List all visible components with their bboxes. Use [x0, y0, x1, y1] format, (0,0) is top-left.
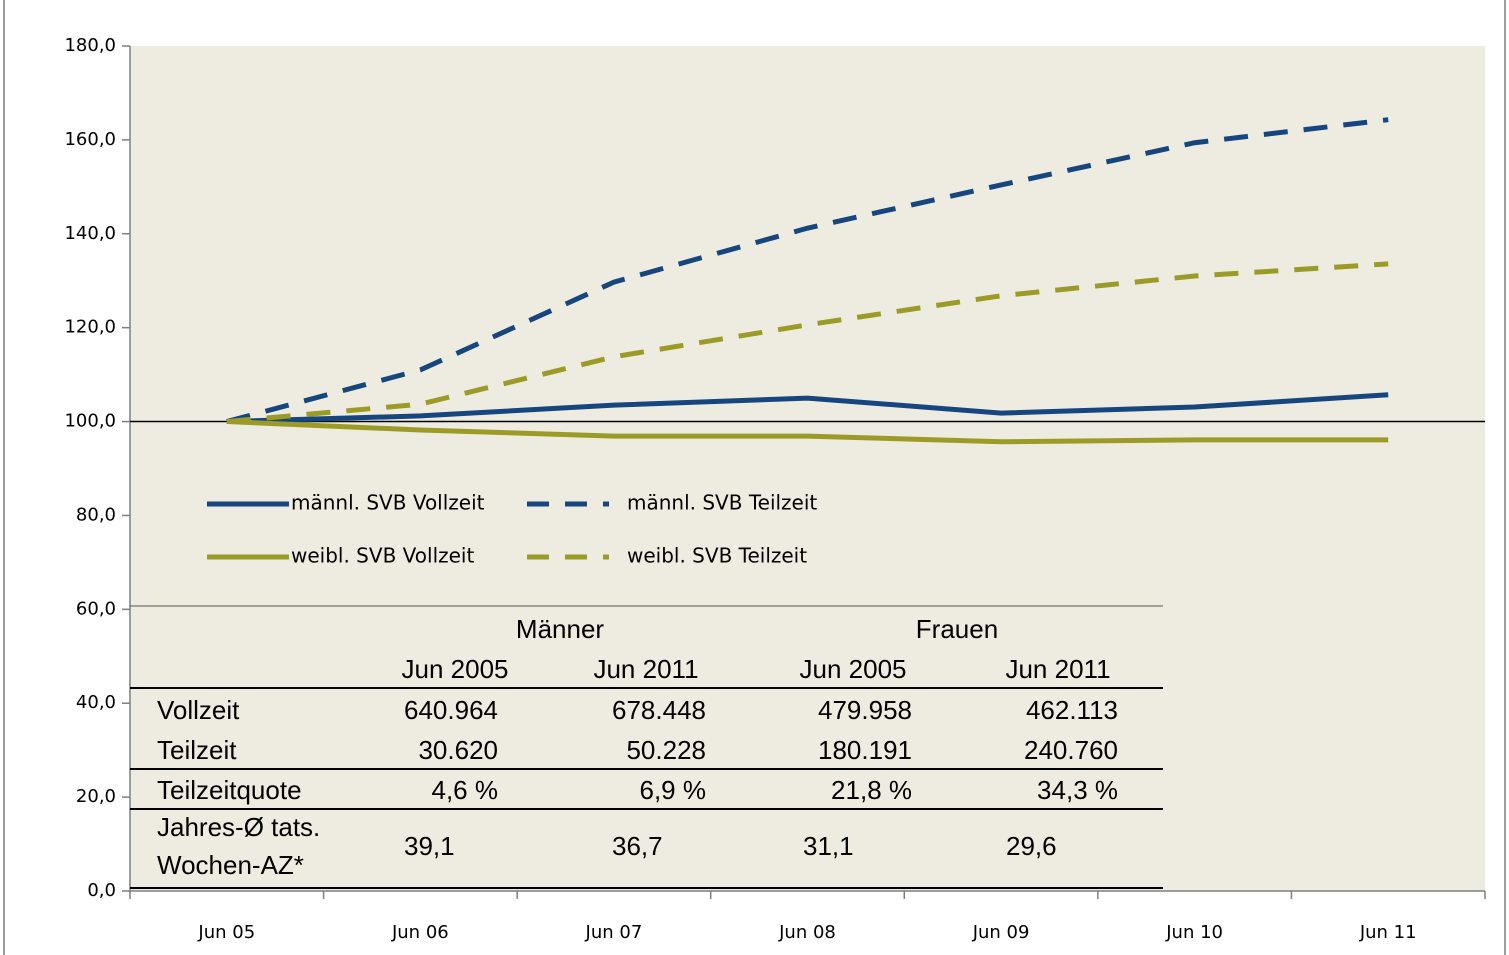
y-tick-label: 180,0 — [64, 35, 116, 56]
y-tick-label: 60,0 — [76, 598, 116, 619]
legend-label: weibl. SVB Vollzeit — [291, 544, 474, 568]
table-row-label: Jahres-Ø tats. — [157, 812, 320, 842]
table-cell: 21,8 % — [831, 775, 912, 805]
table-cell: 31,1 — [803, 831, 854, 861]
table-cell: 462.113 — [1026, 695, 1118, 725]
table-cell: 479.958 — [818, 695, 912, 725]
table-cell: 39,1 — [404, 831, 455, 861]
table-column: Jun 2005 — [800, 654, 907, 684]
table-row-label: Teilzeit — [157, 735, 237, 765]
table-column: Jun 2005 — [402, 654, 509, 684]
series-line — [226, 392, 1389, 425]
y-tick-label: 100,0 — [64, 411, 116, 432]
y-tick-label: 120,0 — [64, 317, 116, 338]
y-tick-label: 80,0 — [76, 504, 116, 525]
table-row-label: Teilzeitquote — [157, 775, 302, 805]
table-cell: 4,6 % — [432, 775, 499, 805]
table-group: Frauen — [916, 614, 998, 644]
series-line — [226, 117, 1389, 424]
table-cell: 50.228 — [626, 735, 706, 765]
y-tick-label: 40,0 — [76, 692, 116, 713]
table-cell: 640.964 — [404, 695, 498, 725]
series-line — [226, 419, 1389, 445]
table-cell: 6,9 % — [640, 775, 707, 805]
table-column: Jun 2011 — [1005, 654, 1110, 684]
legend-label: männl. SVB Teilzeit — [627, 491, 817, 515]
y-tick-label: 0,0 — [87, 880, 116, 901]
table-column: Jun 2011 — [593, 654, 698, 684]
x-tick-label: Jun 09 — [972, 922, 1030, 943]
y-tick-label: 160,0 — [64, 129, 116, 150]
plot-area — [130, 46, 1485, 891]
x-tick-label: Jun 07 — [585, 922, 643, 943]
table-row-label: Vollzeit — [157, 695, 240, 725]
table-cell: 30.620 — [418, 735, 498, 765]
x-tick-label: Jun 08 — [778, 922, 836, 943]
table-cell: 240.760 — [1024, 735, 1118, 765]
x-tick-label: Jun 06 — [391, 922, 449, 943]
table-cell: 29,6 — [1006, 831, 1057, 861]
x-tick-label: Jun 10 — [1165, 922, 1223, 943]
y-tick-label: 140,0 — [64, 223, 116, 244]
legend-label: weibl. SVB Teilzeit — [627, 544, 807, 568]
series-line — [226, 261, 1389, 425]
table-cell: 678.448 — [612, 695, 706, 725]
table-cell: 36,7 — [612, 831, 663, 861]
table-group: Männer — [516, 614, 604, 644]
x-tick-label: Jun 11 — [1359, 922, 1417, 943]
table-row-label: Wochen-AZ* — [157, 850, 304, 880]
table-cell: 180.191 — [818, 735, 912, 765]
legend-label: männl. SVB Vollzeit — [291, 491, 485, 515]
y-tick-label: 20,0 — [76, 786, 116, 807]
x-tick-label: Jun 05 — [197, 922, 255, 943]
table-cell: 34,3 % — [1037, 775, 1118, 805]
